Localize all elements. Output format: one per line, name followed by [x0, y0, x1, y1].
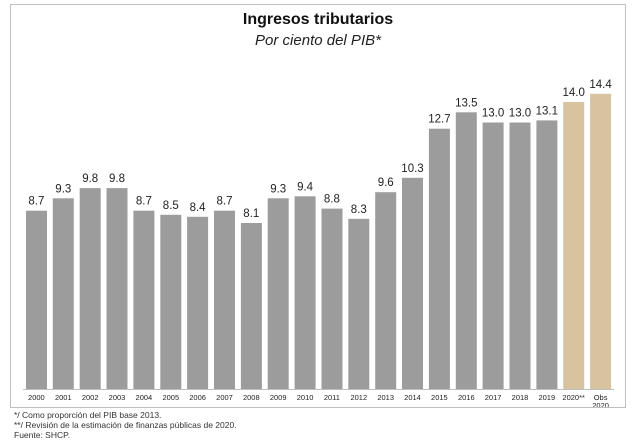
value-label-1: 9.3 [55, 183, 71, 195]
value-label-14: 10.3 [401, 163, 423, 175]
bar-9 [267, 198, 289, 389]
bar-12 [348, 218, 370, 389]
value-label-10: 9.4 [297, 181, 314, 193]
value-label-11: 8.8 [324, 194, 340, 206]
value-label-7: 8.7 [217, 196, 233, 208]
footnote-base: */ Como proporción del PIB base 2013. [14, 410, 162, 420]
value-label-9: 9.3 [270, 183, 286, 195]
category-label-7: 2007 [216, 393, 233, 402]
category-label-12: 2012 [350, 393, 367, 402]
footnote-source: Fuente: SHCP. [14, 430, 71, 440]
value-label-13: 9.6 [378, 177, 394, 189]
value-label-6: 8.4 [190, 202, 207, 214]
value-label-18: 13.0 [509, 108, 531, 120]
category-label-6: 2006 [189, 393, 206, 402]
value-label-0: 8.7 [28, 196, 44, 208]
chart-title: Ingresos tributarios [242, 11, 394, 28]
category-label-0: 2000 [28, 393, 45, 402]
category-label-9: 2009 [270, 393, 287, 402]
value-label-16: 13.5 [455, 97, 477, 109]
bar-chart: 8.7 2000 9.3 2001 9.8 2002 9.8 2003 8.7 2004 8.5 20… [23, 79, 614, 407]
value-label-20: 14.0 [563, 87, 585, 99]
bar-3 [106, 188, 128, 389]
chart-frame: Ingresos tributarios Por ciento del PIB*… [10, 4, 626, 408]
category-label-15: 2015 [431, 393, 448, 402]
value-label-3: 9.8 [109, 173, 125, 185]
value-label-21: 14.4 [589, 79, 612, 91]
category-label-5: 2005 [162, 393, 179, 402]
bar-5 [160, 214, 182, 390]
bar-2 [79, 188, 101, 389]
bar-13 [375, 192, 397, 389]
value-label-4: 8.7 [136, 196, 152, 208]
category-label-18: 2018 [512, 393, 529, 402]
bar-21 [590, 93, 612, 390]
category-label-17: 2017 [485, 393, 502, 402]
bar-18 [509, 122, 531, 389]
category-label-13: 2013 [377, 393, 394, 402]
category-label-10: 2010 [297, 393, 314, 402]
category-label-21: Obs 2020 [592, 393, 609, 407]
category-label-20: 2020** [562, 393, 585, 402]
bar-14 [402, 177, 423, 389]
footnote-revision: **/ Revisión de la estimación de finanza… [14, 420, 237, 430]
bar-20 [563, 102, 585, 389]
value-label-8: 8.1 [243, 208, 259, 220]
category-label-3: 2003 [109, 393, 126, 402]
category-label-16: 2016 [458, 393, 475, 402]
bar-6 [187, 216, 209, 389]
chart-subtitle: Por ciento del PIB* [255, 32, 381, 49]
value-label-5: 8.5 [163, 200, 179, 212]
footnotes: */ Como proporción del PIB base 2013. **… [14, 410, 237, 440]
category-label-1: 2001 [55, 393, 72, 402]
category-label-8: 2008 [243, 393, 260, 402]
bar-11 [321, 208, 343, 389]
value-label-12: 8.3 [351, 204, 367, 216]
bar-4 [133, 210, 155, 389]
bar-7 [214, 210, 235, 389]
bar-16 [455, 112, 477, 390]
bar-8 [240, 223, 262, 389]
value-label-17: 13.0 [482, 108, 504, 120]
value-label-19: 13.1 [536, 105, 558, 117]
bar-10 [294, 196, 316, 389]
category-label-11: 2011 [324, 393, 340, 402]
category-label-19: 2019 [538, 393, 555, 402]
bar-0 [26, 210, 47, 389]
bar-1 [52, 198, 74, 389]
category-label-14: 2014 [404, 393, 421, 402]
value-label-15: 12.7 [428, 114, 450, 126]
category-label-4: 2004 [136, 393, 153, 402]
bar-19 [536, 120, 558, 390]
bar-15 [428, 128, 450, 389]
category-label-2: 2002 [82, 393, 99, 402]
bar-17 [482, 122, 504, 389]
value-label-2: 9.8 [82, 173, 98, 185]
